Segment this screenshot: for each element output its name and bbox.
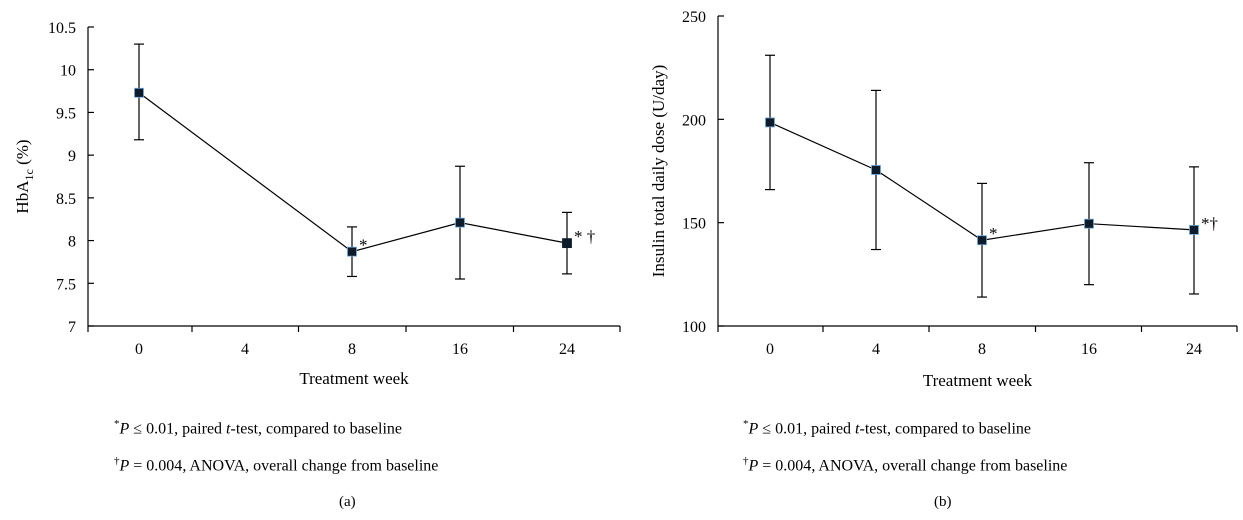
chart-a-x-tick-label: 0 <box>135 341 143 358</box>
chart-a-x-tick-label: 4 <box>241 341 249 358</box>
chart-a-data-point <box>347 246 357 257</box>
chart-a-data-point <box>134 87 144 98</box>
chart-b-data-point <box>977 235 987 246</box>
chart-b-data-point <box>1189 224 1199 235</box>
chart-b-x-tick-label: 4 <box>872 341 880 358</box>
chart-b-y-tick-label: 200 <box>682 112 706 129</box>
chart-a-x-axis-title: Treatment week <box>299 369 409 388</box>
chart-b-data-point <box>1084 218 1094 229</box>
chart-b-data-point <box>765 117 775 128</box>
chart-a-x-tick-label: 8 <box>348 341 356 358</box>
chart-a-y-axis-title: HbA1c (%) <box>13 139 36 213</box>
chart-a-y-tick-label: 9 <box>68 148 76 165</box>
chart-a-x-tick-label: 24 <box>559 341 575 358</box>
chart-a-series-line <box>138 92 568 253</box>
chart-a-y-tick-label: 7.5 <box>56 276 76 293</box>
chart-b-data-point <box>871 165 881 175</box>
chart-b-x-tick-label: 0 <box>766 341 774 358</box>
chart-b-x-tick-label: 16 <box>1081 341 1097 358</box>
chart-b-significance-mark: *† <box>1201 214 1218 233</box>
chart-a-data-point <box>562 238 572 249</box>
chart-b-x-tick-label: 8 <box>978 341 986 358</box>
figure-canvas: 7 7.5 8 8.5 9 9.5 10 10.5 0 4 8 16 24 Treatment week H… <box>13 9 1238 390</box>
chart-b-y-tick-label: 250 <box>682 9 706 26</box>
chart-b-y-tick-label: 100 <box>682 319 706 336</box>
footnote-a-star: *P ≤ 0.01, paired t-test, compared to ba… <box>114 418 402 438</box>
chart-a-data-point <box>455 217 465 228</box>
footnote-b-star: *P ≤ 0.01, paired t-test, compared to ba… <box>743 418 1031 438</box>
chart-a-y-tick-label: 7 <box>68 319 76 336</box>
chart-b-significance-mark: * <box>989 224 998 243</box>
chart-a-significance-mark: * <box>359 236 368 255</box>
chart-a-y-tick-label: 8.5 <box>56 191 76 208</box>
chart-b-y-axis-title: Insulin total daily dose (U/day) <box>649 65 668 277</box>
chart-a-significance-mark: * † <box>574 227 595 246</box>
footnote-a-dagger: †P = 0.004, ANOVA, overall change from b… <box>114 455 439 475</box>
chart-a-y-tick-label: 10 <box>60 63 76 80</box>
chart-a-y-tick-label: 9.5 <box>56 105 76 122</box>
chart-b-x-tick-label: 24 <box>1186 341 1202 358</box>
panel-label-b: (b) <box>934 494 952 510</box>
footnote-b-dagger: †P = 0.004, ANOVA, overall change from b… <box>743 455 1068 475</box>
chart-b-x-axis-title: Treatment week <box>923 371 1033 390</box>
panel-label-a: (a) <box>339 494 356 510</box>
chart-a-y-tick-label: 8 <box>68 234 76 251</box>
chart-a-y-tick-label: 10.5 <box>48 20 76 37</box>
chart-a-x-tick-label: 16 <box>452 341 468 358</box>
chart-b-y-tick-label: 150 <box>682 216 706 233</box>
